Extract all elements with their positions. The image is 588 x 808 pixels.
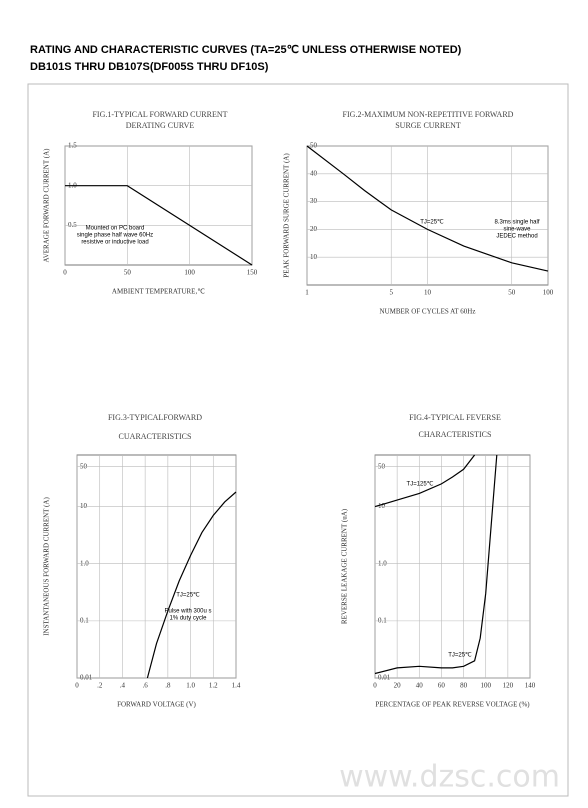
x-tick-label: 1.4 — [232, 682, 241, 690]
y-tick-label: 0.1 — [378, 616, 387, 624]
y-axis-label: INSTANTANEOUS FORWARD CURRENT (A) — [43, 497, 51, 636]
annotation: Pulse with 300u s — [164, 609, 211, 615]
curve-label: TJ=125℃ — [407, 482, 434, 488]
chart-title: DERATING CURVE — [126, 121, 195, 130]
y-tick-label: 20 — [310, 225, 318, 233]
x-tick-label: 120 — [503, 682, 514, 690]
x-tick-label: 140 — [525, 682, 536, 690]
y-tick-label: 0.5 — [68, 221, 77, 229]
y-tick-label: 0.01 — [80, 674, 93, 682]
chart-title: FIG.2-MAXIMUM NON-REPETITIVE FORWARD — [343, 110, 514, 119]
curve-label: TJ=25℃ — [176, 593, 200, 599]
x-tick-label: .8 — [165, 682, 171, 690]
annotation: 8.3ms single half — [494, 220, 539, 226]
annotation: Mounted on PC board — [86, 226, 145, 232]
x-tick-label: 100 — [184, 269, 195, 277]
chart-title: SURGE CURRENT — [395, 121, 461, 130]
y-axis-label: PEAK FORWARD SURGE CURRENT (A) — [283, 153, 291, 278]
y-axis-label: AVERAGE FORWARD CURRENT (A) — [43, 148, 51, 263]
x-tick-label: 1 — [305, 289, 309, 297]
x-tick-label: .2 — [97, 682, 103, 690]
chart-title: FIG.3-TYPICALFORWARD — [108, 413, 202, 422]
x-tick-label: 150 — [247, 269, 258, 277]
curve — [374, 454, 498, 675]
chart-title: CHARACTERISTICS — [419, 430, 492, 439]
y-tick-label: 0.01 — [378, 674, 391, 682]
annotation: resistive or inductive load — [81, 240, 148, 246]
y-tick-label: 50 — [310, 142, 318, 150]
y-tick-label: 1.5 — [68, 142, 77, 150]
x-axis-label: NUMBER OF CYCLES AT 60Hz — [380, 308, 476, 316]
x-tick-label: 100 — [480, 682, 491, 690]
x-tick-label: .6 — [143, 682, 149, 690]
y-tick-label: 10 — [310, 253, 318, 261]
x-tick-label: 20 — [394, 682, 402, 690]
x-tick-label: 60 — [438, 682, 446, 690]
x-tick-label: 1.0 — [186, 682, 195, 690]
x-axis-label: AMBIENT TEMPERATURE,℃ — [112, 288, 205, 296]
chart-title: CUARACTERISTICS — [119, 432, 192, 441]
x-tick-label: 40 — [416, 682, 424, 690]
annotation: 1% duty cycle — [169, 616, 207, 622]
y-tick-label: 50 — [378, 462, 386, 470]
x-tick-label: 80 — [460, 682, 468, 690]
x-tick-label: 5 — [389, 289, 393, 297]
annotation: sine-wave — [503, 227, 531, 233]
x-tick-label: 0 — [63, 269, 67, 277]
chart-title: FIG.1-TYPICAL FORWARD CURRENT — [92, 110, 227, 119]
curve — [65, 185, 253, 266]
y-tick-label: 10 — [80, 502, 88, 510]
y-tick-label: 0.1 — [80, 616, 89, 624]
y-tick-label: 50 — [80, 462, 88, 470]
curve — [374, 454, 476, 508]
x-axis-label: PERCENTAGE OF PEAK REVERSE VOLTAGE (%) — [375, 701, 530, 709]
header-line1: RATING AND CHARACTERISTIC CURVES (TA=25℃… — [30, 44, 462, 56]
x-tick-label: 50 — [508, 289, 516, 297]
y-axis-label: REVERSE LEAKAGE CURRENT (uA) — [341, 508, 349, 624]
curve — [306, 145, 549, 272]
header-line2: DB101S THRU DB107S(DF005S THRU DF10S) — [30, 61, 269, 73]
x-tick-label: .4 — [120, 682, 126, 690]
annotation: single phase half wave 60Hz — [77, 233, 153, 239]
chart-title: FIG.4-TYPICAL FEVERSE — [409, 413, 501, 422]
x-tick-label: 0 — [75, 682, 79, 690]
curve — [146, 491, 237, 679]
x-tick-label: 0 — [373, 682, 377, 690]
curve-label: TJ=25℃ — [448, 653, 472, 659]
x-tick-label: 1.2 — [209, 682, 218, 690]
frame — [27, 83, 569, 797]
annotation: JEDEC method — [496, 234, 537, 240]
y-tick-label: 10 — [378, 502, 386, 510]
watermark: www.dzsc.com — [339, 760, 560, 795]
y-tick-label: 30 — [310, 197, 318, 205]
curve-label: TJ=25℃ — [420, 220, 444, 226]
x-axis-label: FORWARD VOLTAGE (V) — [117, 701, 196, 709]
y-tick-label: 1.0 — [378, 559, 387, 567]
x-tick-label: 50 — [124, 269, 132, 277]
x-tick-label: 10 — [424, 289, 432, 297]
y-tick-label: 40 — [310, 169, 318, 177]
x-tick-label: 100 — [543, 289, 554, 297]
y-tick-label: 1.0 — [80, 559, 89, 567]
